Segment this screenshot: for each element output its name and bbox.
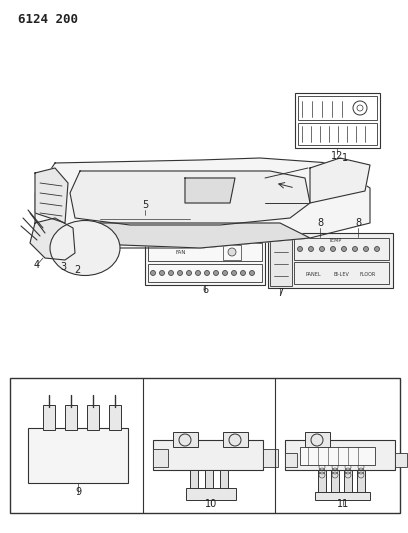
Bar (65, 405, 77, 430)
Circle shape (195, 271, 200, 276)
Bar (318, 470, 326, 497)
Text: 7: 7 (277, 288, 283, 298)
Bar (285, 453, 297, 467)
Polygon shape (35, 158, 370, 248)
Text: 2: 2 (74, 265, 80, 275)
Polygon shape (35, 168, 68, 223)
Circle shape (160, 271, 164, 276)
Bar (43, 405, 55, 430)
Bar (305, 432, 330, 447)
Bar (223, 245, 241, 260)
Circle shape (353, 246, 357, 252)
Bar (153, 440, 263, 470)
Circle shape (186, 271, 191, 276)
Bar (344, 470, 352, 497)
Bar (285, 440, 395, 470)
Circle shape (177, 271, 182, 276)
Circle shape (330, 246, 335, 252)
Bar (153, 449, 168, 467)
Bar (268, 233, 393, 288)
Circle shape (73, 236, 97, 260)
Circle shape (169, 271, 173, 276)
Text: 9: 9 (75, 487, 81, 497)
Circle shape (151, 271, 155, 276)
Circle shape (375, 246, 379, 252)
Bar (300, 447, 375, 465)
Text: FAN: FAN (175, 249, 186, 254)
Text: 5: 5 (142, 200, 148, 210)
Bar (295, 93, 380, 148)
Text: 12: 12 (331, 151, 343, 161)
Bar (186, 488, 236, 500)
Bar (148, 264, 262, 282)
Circle shape (228, 248, 236, 256)
Bar (87, 405, 99, 430)
Text: TEMP: TEMP (328, 238, 341, 244)
Circle shape (213, 271, 219, 276)
Bar (148, 243, 262, 261)
Bar (395, 453, 407, 467)
Bar (205, 470, 213, 493)
Circle shape (341, 246, 346, 252)
Circle shape (222, 271, 228, 276)
Bar (263, 449, 278, 467)
Text: 4: 4 (34, 260, 40, 270)
Polygon shape (30, 218, 75, 260)
Text: 11: 11 (337, 499, 349, 509)
Text: 1: 1 (342, 153, 348, 163)
Bar (190, 470, 198, 493)
Text: 6: 6 (202, 285, 208, 295)
Polygon shape (310, 158, 370, 203)
Bar (294, 238, 389, 260)
Text: BI-LEV: BI-LEV (333, 272, 349, 278)
Bar (109, 405, 121, 430)
Circle shape (297, 246, 302, 252)
Bar (270, 235, 292, 286)
Bar (173, 432, 198, 447)
Text: FLOOR: FLOOR (360, 272, 376, 278)
Bar (10, 378, 400, 513)
Text: 3: 3 (60, 262, 66, 272)
Polygon shape (70, 223, 310, 248)
Bar (145, 240, 265, 285)
Circle shape (308, 246, 313, 252)
Bar (298, 96, 377, 120)
Bar (223, 432, 248, 447)
Circle shape (231, 271, 237, 276)
Circle shape (250, 271, 255, 276)
Text: 10: 10 (205, 499, 217, 509)
Polygon shape (185, 178, 235, 203)
Ellipse shape (50, 221, 120, 276)
Bar (294, 262, 389, 284)
Text: 8: 8 (317, 218, 323, 228)
Circle shape (204, 271, 209, 276)
Bar (298, 123, 377, 145)
Circle shape (319, 246, 324, 252)
Bar (315, 492, 370, 500)
Bar (357, 470, 365, 497)
Circle shape (364, 246, 368, 252)
Bar (331, 470, 339, 497)
Text: PANEL: PANEL (306, 272, 322, 278)
Polygon shape (70, 171, 310, 225)
Text: 8: 8 (355, 218, 361, 228)
Circle shape (240, 271, 246, 276)
Bar (100, 215, 190, 223)
Bar (220, 470, 228, 493)
Text: 6124 200: 6124 200 (18, 13, 78, 26)
Bar (28, 428, 128, 483)
